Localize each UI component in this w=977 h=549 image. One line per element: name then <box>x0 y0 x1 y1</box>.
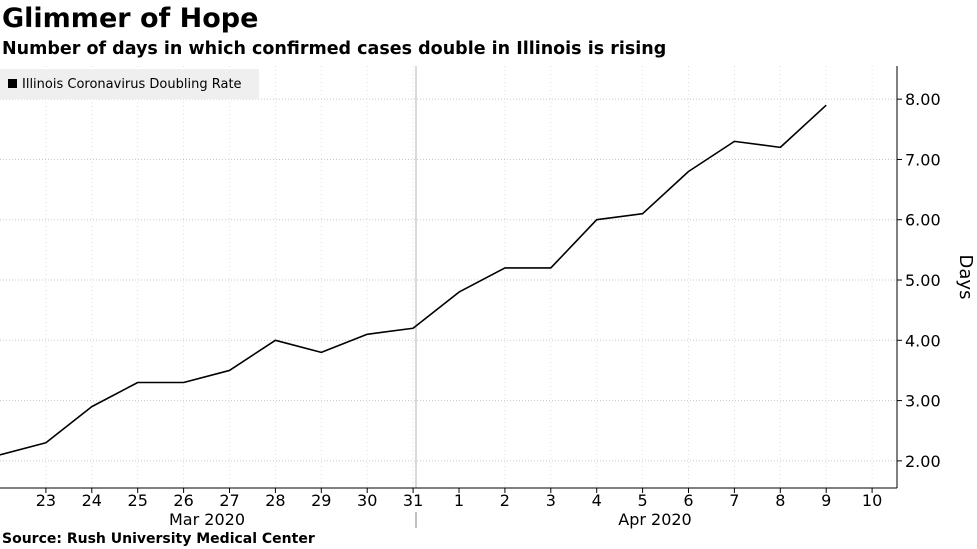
y-tick-label: 5.00 <box>905 271 941 290</box>
month-label: Mar 2020 <box>169 510 245 529</box>
legend-swatch <box>8 79 17 88</box>
x-tick-label: 5 <box>638 491 648 510</box>
chart-title: Glimmer of Hope <box>2 3 259 34</box>
x-tick-label: 31 <box>403 491 423 510</box>
gridlines <box>0 66 897 488</box>
x-tick-label: 1 <box>454 491 464 510</box>
x-tick-label: 30 <box>357 491 377 510</box>
y-tick-label: 8.00 <box>905 90 941 109</box>
y-tick-label: 3.00 <box>905 392 941 411</box>
x-tick-label: 6 <box>683 491 693 510</box>
chart-subtitle: Number of days in which confirmed cases … <box>2 39 667 59</box>
legend-background <box>0 69 259 99</box>
y-tick-label: 7.00 <box>905 150 941 169</box>
y-tick-label: 4.00 <box>905 331 941 350</box>
x-tick-label: 10 <box>862 491 882 510</box>
x-tick-label: 25 <box>128 491 148 510</box>
y-axis-title: Days <box>955 255 976 300</box>
series-layer <box>0 104 827 456</box>
x-tick-label: 29 <box>311 491 331 510</box>
y-axis-title-group: Days <box>955 255 976 300</box>
x-tick-label: 24 <box>82 491 102 510</box>
y-tick-label: 6.00 <box>905 211 941 230</box>
x-tick-label: 26 <box>173 491 193 510</box>
legend: Illinois Coronavirus Doubling Rate <box>0 69 259 99</box>
y-tick-label: 2.00 <box>905 452 941 471</box>
x-tick-label: 4 <box>592 491 602 510</box>
x-tick-label: 9 <box>821 491 831 510</box>
x-tick-label: 8 <box>775 491 785 510</box>
x-tick-label: 3 <box>546 491 556 510</box>
x-tick-label: 7 <box>729 491 739 510</box>
x-tick-label: 23 <box>36 491 56 510</box>
x-tick-label: 28 <box>265 491 285 510</box>
x-tick-label: 2 <box>500 491 510 510</box>
series-line <box>0 104 827 456</box>
month-label: Apr 2020 <box>618 510 691 529</box>
legend-label: Illinois Coronavirus Doubling Rate <box>22 77 242 92</box>
source-note: Source: Rush University Medical Center <box>2 531 315 547</box>
x-tick-label: 27 <box>219 491 239 510</box>
